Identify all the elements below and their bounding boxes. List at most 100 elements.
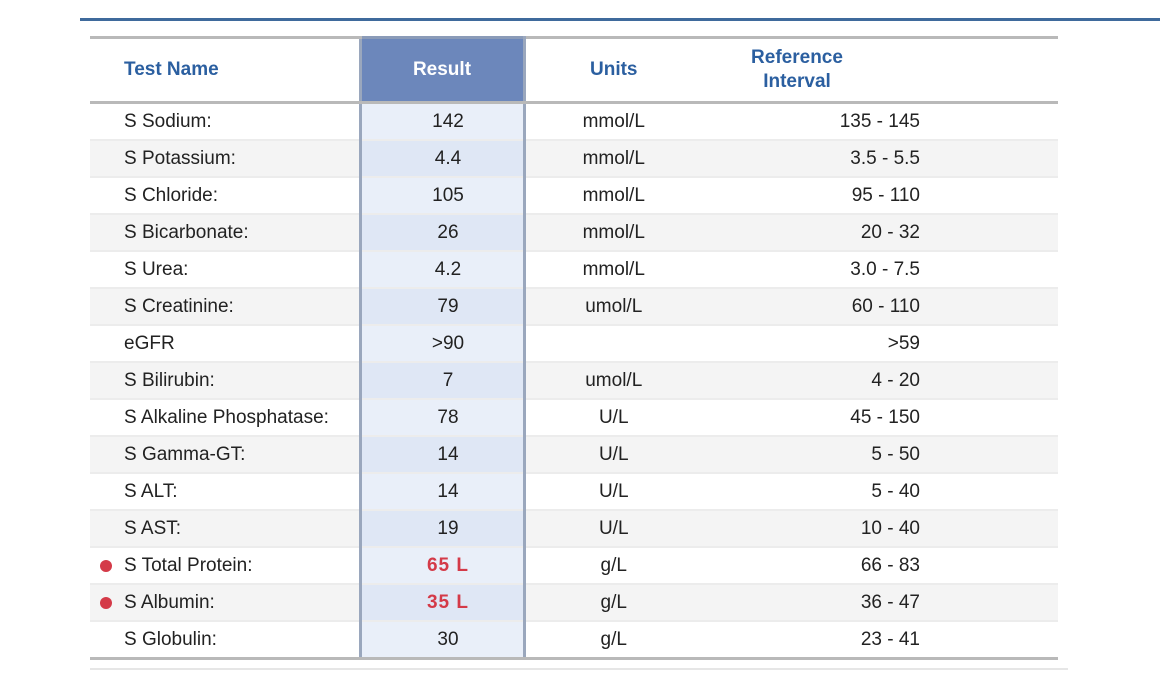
reference-interval-value: 60 - 110 bbox=[851, 295, 920, 317]
test-name-cell: S Alkaline Phosphatase: bbox=[90, 399, 360, 437]
test-name-cell: S Chloride: bbox=[90, 177, 360, 215]
reference-interval-cell: 36 - 47 bbox=[702, 584, 1058, 622]
reference-interval-value: >59 bbox=[887, 332, 920, 354]
result-value: 79 bbox=[437, 295, 459, 317]
test-name: S Bilirubin: bbox=[124, 369, 215, 391]
table-body: S Sodium: 142 mmol/L 135 - 145 S Potassium: 4… bbox=[90, 102, 1058, 660]
reference-interval-value: 135 - 145 bbox=[839, 110, 920, 132]
table-row: S Chloride: 105 mmol/L 95 - 110 bbox=[90, 177, 1058, 215]
units-cell: mmol/L bbox=[524, 214, 702, 252]
reference-interval-value: 36 - 47 bbox=[860, 591, 920, 613]
test-name-cell: eGFR bbox=[90, 325, 360, 363]
reference-interval-cell: 60 - 110 bbox=[702, 288, 1058, 326]
test-name: S Urea: bbox=[124, 258, 189, 280]
test-name-cell: S Gamma-GT: bbox=[90, 436, 360, 474]
reference-interval-cell: 23 - 41 bbox=[702, 621, 1058, 660]
units-cell bbox=[524, 325, 702, 363]
test-name-cell: S AST: bbox=[90, 510, 360, 548]
table-row: S Globulin: 30 g/L 23 - 41 bbox=[90, 621, 1058, 660]
result-cell: 79 bbox=[358, 288, 526, 326]
reference-interval-cell: 135 - 145 bbox=[702, 102, 1058, 141]
red-dot-icon bbox=[100, 559, 112, 572]
test-name: S Gamma-GT: bbox=[124, 443, 246, 465]
table-row: eGFR >90 >59 bbox=[90, 325, 1058, 363]
result-cell: 4.2 bbox=[358, 251, 526, 289]
units-cell: g/L bbox=[524, 584, 702, 622]
reference-interval-cell: 20 - 32 bbox=[702, 214, 1058, 252]
test-name: S Albumin: bbox=[124, 591, 215, 613]
reference-interval-value: 3.5 - 5.5 bbox=[850, 147, 920, 169]
test-name-cell: S Potassium: bbox=[90, 140, 360, 178]
result-cell: 65 L bbox=[358, 547, 526, 585]
table-row: S Potassium: 4.4 mmol/L 3.5 - 5.5 bbox=[90, 140, 1058, 178]
result-value: 19 bbox=[437, 517, 459, 539]
units-cell: mmol/L bbox=[524, 251, 702, 289]
table-row: S Urea: 4.2 mmol/L 3.0 - 7.5 bbox=[90, 251, 1058, 289]
reference-interval-cell: 4 - 20 bbox=[702, 362, 1058, 400]
result-cell: 26 bbox=[358, 214, 526, 252]
units-cell: U/L bbox=[524, 473, 702, 511]
result-cell: 19 bbox=[358, 510, 526, 548]
result-value: 78 bbox=[437, 406, 459, 428]
reference-interval-cell: 45 - 150 bbox=[702, 399, 1058, 437]
reference-interval-cell: 3.5 - 5.5 bbox=[702, 140, 1058, 178]
result-cell: 78 bbox=[358, 399, 526, 437]
result-value: 4.2 bbox=[434, 258, 462, 280]
result-cell: 14 bbox=[358, 473, 526, 511]
reference-interval-value: 5 - 50 bbox=[871, 443, 920, 465]
test-name: S Total Protein: bbox=[124, 554, 253, 576]
units-cell: mmol/L bbox=[524, 140, 702, 178]
units-cell: mmol/L bbox=[524, 177, 702, 215]
result-cell: 30 bbox=[358, 621, 526, 660]
units-cell: mmol/L bbox=[524, 102, 702, 141]
table-row: S Alkaline Phosphatase: 78 U/L 45 - 150 bbox=[90, 399, 1058, 437]
test-name-cell: S Creatinine: bbox=[90, 288, 360, 326]
result-cell: 105 bbox=[358, 177, 526, 215]
units-cell: U/L bbox=[524, 399, 702, 437]
result-value: 4.4 bbox=[434, 147, 462, 169]
result-cell: 35 L bbox=[358, 584, 526, 622]
table-row: S AST: 19 U/L 10 - 40 bbox=[90, 510, 1058, 548]
test-name: S Alkaline Phosphatase: bbox=[124, 406, 329, 428]
top-divider bbox=[80, 18, 1160, 21]
table-row: S Albumin: 35 L g/L 36 - 47 bbox=[90, 584, 1058, 622]
reference-interval-cell: 5 - 40 bbox=[702, 473, 1058, 511]
column-header-reference: Reference Interval bbox=[702, 36, 1058, 104]
table-header-row: Test Name Result Units Reference Interva… bbox=[90, 36, 1058, 104]
test-name: S Creatinine: bbox=[124, 295, 234, 317]
result-cell: 14 bbox=[358, 436, 526, 474]
reference-interval-cell: >59 bbox=[702, 325, 1058, 363]
test-name: S AST: bbox=[124, 517, 182, 539]
test-name-cell: S Globulin: bbox=[90, 621, 360, 660]
units-cell: g/L bbox=[524, 621, 702, 660]
table-row: S Creatinine: 79 umol/L 60 - 110 bbox=[90, 288, 1058, 326]
flagged-result-value: 65 L bbox=[426, 554, 470, 576]
result-value: >90 bbox=[431, 332, 465, 354]
result-cell: 7 bbox=[358, 362, 526, 400]
test-name-cell: S ALT: bbox=[90, 473, 360, 511]
units-cell: U/L bbox=[524, 510, 702, 548]
test-name-cell: S Bicarbonate: bbox=[90, 214, 360, 252]
reference-interval-value: 20 - 32 bbox=[860, 221, 920, 243]
test-name-cell: S Urea: bbox=[90, 251, 360, 289]
reference-interval-value: 45 - 150 bbox=[850, 406, 920, 428]
result-value: 142 bbox=[432, 110, 464, 132]
result-value: 30 bbox=[437, 628, 459, 650]
table-row: S Bicarbonate: 26 mmol/L 20 - 32 bbox=[90, 214, 1058, 252]
test-name-cell: S Bilirubin: bbox=[90, 362, 360, 400]
reference-interval-cell: 10 - 40 bbox=[702, 510, 1058, 548]
red-dot-icon bbox=[100, 596, 112, 609]
reference-interval-value: 95 - 110 bbox=[851, 184, 920, 206]
units-cell: g/L bbox=[524, 547, 702, 585]
test-name: S ALT: bbox=[124, 480, 178, 502]
test-name: S Chloride: bbox=[124, 184, 218, 206]
test-name: eGFR bbox=[124, 332, 175, 354]
units-cell: umol/L bbox=[524, 362, 702, 400]
table-row: S Gamma-GT: 14 U/L 5 - 50 bbox=[90, 436, 1058, 474]
test-name: S Sodium: bbox=[124, 110, 212, 132]
result-value: 14 bbox=[437, 480, 459, 502]
reference-interval-cell: 3.0 - 7.5 bbox=[702, 251, 1058, 289]
test-name-cell: S Total Protein: bbox=[90, 547, 360, 585]
result-value: 105 bbox=[432, 184, 464, 206]
units-cell: umol/L bbox=[524, 288, 702, 326]
